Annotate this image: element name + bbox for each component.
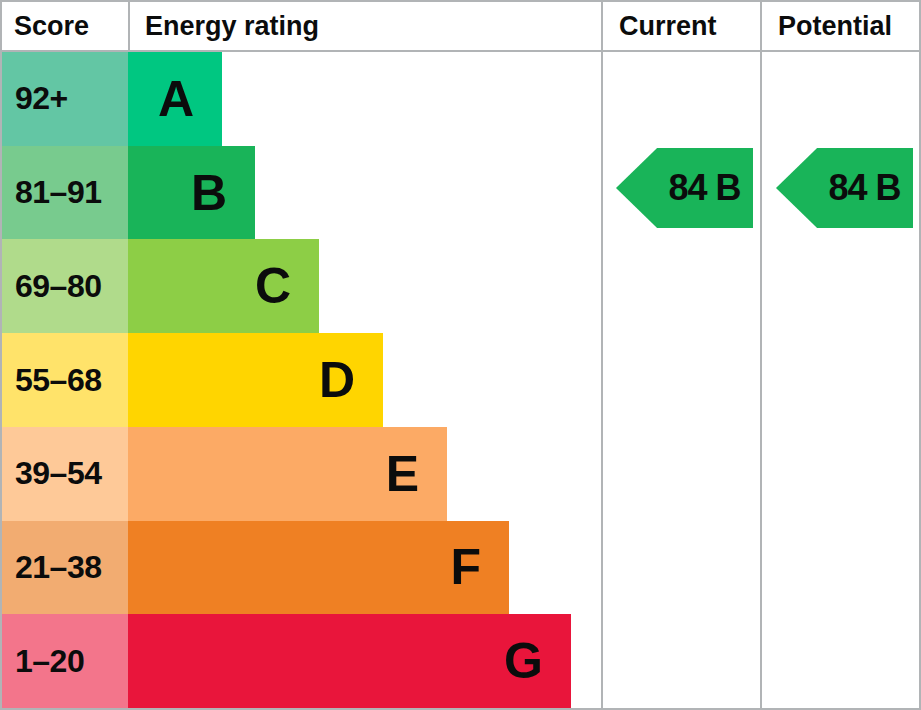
band-score-cell: 92+ <box>2 52 128 146</box>
band-bar: E <box>128 427 447 521</box>
band-row: 1–20 G <box>2 614 919 708</box>
epc-rating-chart: Score Energy rating Current Potential 92… <box>0 0 921 710</box>
band-row: 21–38 F <box>2 521 919 615</box>
potential-rating-label: 84 B <box>828 167 900 209</box>
band-letter: F <box>450 542 481 592</box>
potential-column-header: Potential <box>762 2 919 50</box>
band-bar: F <box>128 521 509 615</box>
band-bar: B <box>128 146 255 240</box>
band-bar: D <box>128 333 383 427</box>
band-bar: C <box>128 239 319 333</box>
rating-bands-area: 92+ A 81–91 B 69–80 C 55–68 D 39–54 E 21… <box>2 52 919 708</box>
potential-column-divider <box>760 2 762 708</box>
current-rating-label: 84 B <box>668 167 740 209</box>
current-column-divider <box>601 2 603 708</box>
band-row: 69–80 C <box>2 239 919 333</box>
band-row: 55–68 D <box>2 333 919 427</box>
band-bar: A <box>128 52 222 146</box>
band-letter: D <box>319 355 355 405</box>
score-column-header: Score <box>2 2 130 50</box>
band-score-cell: 81–91 <box>2 146 128 240</box>
band-score-cell: 21–38 <box>2 521 128 615</box>
band-bar: G <box>128 614 571 708</box>
band-score-cell: 55–68 <box>2 333 128 427</box>
band-score-cell: 1–20 <box>2 614 128 708</box>
band-score-cell: 39–54 <box>2 427 128 521</box>
chart-header-row: Score Energy rating Current Potential <box>2 2 919 52</box>
current-column-header: Current <box>601 2 762 50</box>
band-letter: B <box>191 168 227 218</box>
band-letter: A <box>158 74 194 124</box>
band-letter: G <box>504 636 543 686</box>
energy-rating-column-header: Energy rating <box>130 2 601 50</box>
band-row: 39–54 E <box>2 427 919 521</box>
band-letter: C <box>255 261 291 311</box>
band-letter: E <box>386 449 419 499</box>
band-score-cell: 69–80 <box>2 239 128 333</box>
band-row: 92+ A <box>2 52 919 146</box>
